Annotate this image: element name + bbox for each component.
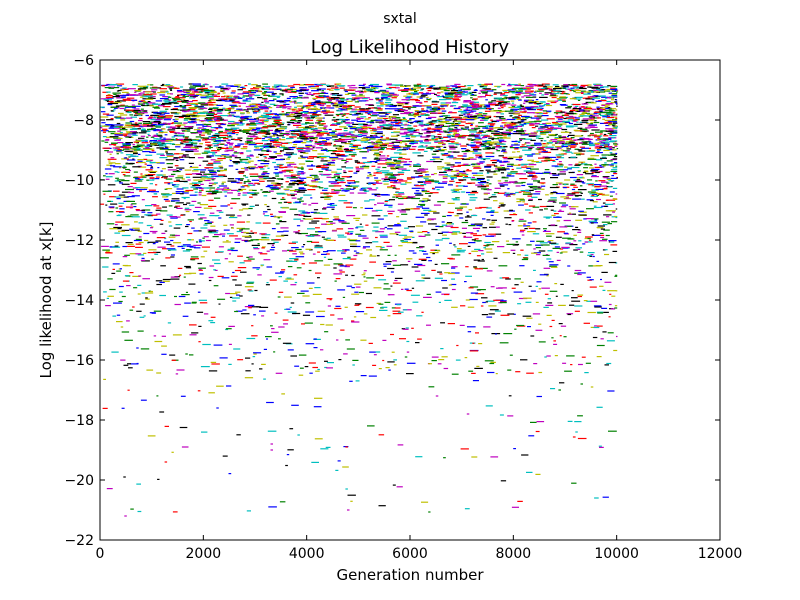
chart-title: Log Likelihood History: [311, 37, 510, 58]
figure-suptitle: sxtal: [383, 11, 417, 27]
data-points: [100, 83, 619, 517]
